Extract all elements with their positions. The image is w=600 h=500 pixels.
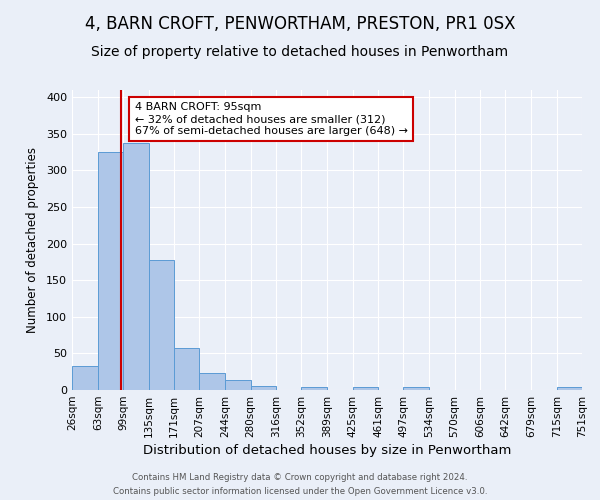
Text: 4, BARN CROFT, PENWORTHAM, PRESTON, PR1 0SX: 4, BARN CROFT, PENWORTHAM, PRESTON, PR1 … <box>85 15 515 33</box>
Bar <box>301 387 328 390</box>
Bar <box>226 380 251 390</box>
Bar <box>199 373 226 390</box>
Bar <box>353 387 378 390</box>
Bar <box>557 387 582 390</box>
Bar <box>72 366 98 390</box>
Text: Contains public sector information licensed under the Open Government Licence v3: Contains public sector information licen… <box>113 486 487 496</box>
Bar <box>149 260 174 390</box>
X-axis label: Distribution of detached houses by size in Penwortham: Distribution of detached houses by size … <box>143 444 511 457</box>
Bar <box>124 142 149 390</box>
Text: Contains HM Land Registry data © Crown copyright and database right 2024.: Contains HM Land Registry data © Crown c… <box>132 473 468 482</box>
Text: 4 BARN CROFT: 95sqm
← 32% of detached houses are smaller (312)
67% of semi-detac: 4 BARN CROFT: 95sqm ← 32% of detached ho… <box>134 102 407 136</box>
Bar <box>174 348 199 390</box>
Bar <box>98 152 124 390</box>
Text: Size of property relative to detached houses in Penwortham: Size of property relative to detached ho… <box>91 45 509 59</box>
Bar <box>403 387 430 390</box>
Y-axis label: Number of detached properties: Number of detached properties <box>26 147 39 333</box>
Bar <box>251 386 276 390</box>
